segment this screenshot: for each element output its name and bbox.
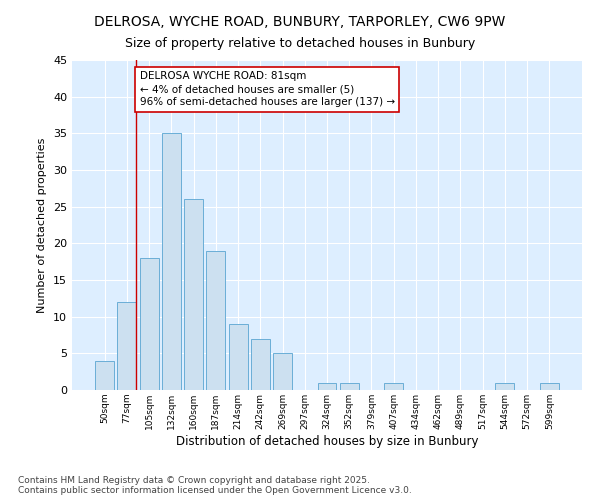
Text: DELROSA WYCHE ROAD: 81sqm
← 4% of detached houses are smaller (5)
96% of semi-de: DELROSA WYCHE ROAD: 81sqm ← 4% of detach… (140, 71, 395, 108)
Bar (273, 354, 292, 390)
Text: Size of property relative to detached houses in Bunbury: Size of property relative to detached ho… (125, 38, 475, 51)
Bar (317, 382, 337, 390)
Text: DELROSA, WYCHE ROAD, BUNBURY, TARPORLEY, CW6 9PW: DELROSA, WYCHE ROAD, BUNBURY, TARPORLEY,… (94, 15, 506, 29)
Bar (206, 250, 225, 390)
Bar (140, 258, 158, 390)
Bar (384, 382, 403, 390)
Bar (162, 134, 181, 390)
Bar (540, 382, 559, 390)
Bar (496, 382, 514, 390)
X-axis label: Distribution of detached houses by size in Bunbury: Distribution of detached houses by size … (176, 434, 478, 448)
Bar (184, 200, 203, 390)
Bar (95, 360, 114, 390)
Bar (118, 302, 136, 390)
Bar (251, 338, 270, 390)
Bar (229, 324, 248, 390)
Bar (340, 382, 359, 390)
Y-axis label: Number of detached properties: Number of detached properties (37, 138, 47, 312)
Text: Contains HM Land Registry data © Crown copyright and database right 2025.
Contai: Contains HM Land Registry data © Crown c… (18, 476, 412, 495)
